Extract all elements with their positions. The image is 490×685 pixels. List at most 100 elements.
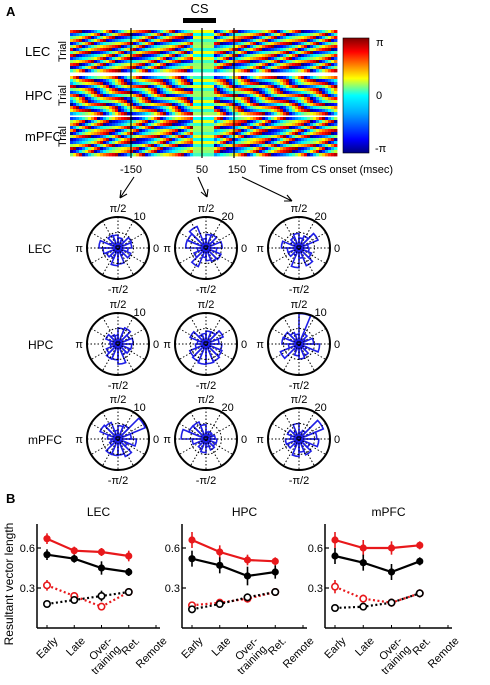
heatmap-cell bbox=[292, 79, 296, 83]
heatmap-cell bbox=[166, 120, 170, 124]
heatmap-cell bbox=[295, 144, 299, 148]
heatmap-cell bbox=[166, 45, 170, 49]
heatmap-cell bbox=[208, 138, 212, 142]
heatmap-cell bbox=[214, 91, 218, 95]
polar-petal bbox=[298, 247, 314, 267]
heatmap-cell bbox=[193, 135, 197, 139]
polar-petal bbox=[205, 430, 213, 440]
heatmap-cell bbox=[286, 79, 290, 83]
heatmap-cell bbox=[70, 150, 74, 154]
heatmap-cell bbox=[307, 97, 311, 101]
heatmap-cell bbox=[247, 100, 251, 104]
heatmap-cell bbox=[253, 126, 257, 130]
heatmap-cell bbox=[106, 135, 110, 139]
heatmap-cell bbox=[82, 82, 86, 86]
polar-label-top: π/2 bbox=[291, 299, 308, 311]
heatmap-cell bbox=[241, 39, 245, 43]
heatmap-cell bbox=[319, 48, 323, 52]
heatmap-cell bbox=[181, 97, 185, 101]
heatmap-cell bbox=[301, 54, 305, 58]
heatmap-cell bbox=[253, 36, 257, 40]
heatmap-cell bbox=[328, 97, 332, 101]
heatmap-cell bbox=[253, 82, 257, 86]
heatmap-cell bbox=[79, 147, 83, 151]
heatmap-cell bbox=[229, 117, 233, 121]
heatmap-cell bbox=[187, 63, 191, 67]
heatmap-cell bbox=[316, 109, 320, 113]
heatmap-cell bbox=[241, 66, 245, 70]
heatmap-cell bbox=[250, 30, 254, 34]
heatmap-cell bbox=[127, 109, 131, 113]
y-tick-label: 0.3 bbox=[20, 583, 35, 595]
heatmap-cell bbox=[118, 51, 122, 55]
polar-label-bottom: -π/2 bbox=[196, 284, 216, 296]
heatmap-cell bbox=[115, 36, 119, 40]
heatmap-cell bbox=[250, 48, 254, 52]
heatmap-cell bbox=[334, 129, 338, 133]
heatmap-cell bbox=[121, 103, 125, 107]
polar-label-left: π bbox=[75, 434, 83, 446]
polar-petal bbox=[289, 236, 300, 249]
heatmap-cell bbox=[238, 76, 242, 80]
heatmap-cell bbox=[238, 48, 242, 52]
heatmap-cell bbox=[277, 117, 281, 121]
heatmap-cell bbox=[73, 144, 77, 148]
heatmap-cell bbox=[220, 30, 224, 34]
heatmap-cell bbox=[103, 94, 107, 98]
heatmap-cell bbox=[121, 48, 125, 52]
heatmap-cell bbox=[160, 66, 164, 70]
heatmap-cell bbox=[301, 135, 305, 139]
heatmap-cell bbox=[109, 82, 113, 86]
heatmap-cell bbox=[271, 117, 275, 121]
heatmap-cell bbox=[109, 51, 113, 55]
heatmap-cell bbox=[193, 94, 197, 98]
heatmap-cell bbox=[166, 123, 170, 127]
heatmap-cell bbox=[91, 66, 95, 70]
heatmap-cell bbox=[313, 135, 317, 139]
polar-center-dot bbox=[294, 434, 304, 444]
heatmap-cell bbox=[223, 79, 227, 83]
polar-outer-ring bbox=[267, 216, 331, 280]
heatmap-cell bbox=[274, 91, 278, 95]
heatmap-cell bbox=[238, 57, 242, 61]
heatmap-cell bbox=[220, 69, 224, 73]
heatmap-cell bbox=[70, 103, 74, 107]
heatmap-cell bbox=[148, 120, 152, 124]
polar-petal bbox=[199, 438, 207, 454]
heatmap-cell bbox=[292, 33, 296, 37]
heatmap-cell bbox=[127, 106, 131, 110]
heatmap-cell bbox=[301, 79, 305, 83]
heatmap-cell bbox=[292, 76, 296, 80]
heatmap-cell bbox=[223, 129, 227, 133]
heatmap-cell bbox=[178, 112, 182, 116]
heatmap-cell bbox=[142, 57, 146, 61]
heatmap-cell bbox=[112, 126, 116, 130]
heatmap-cell bbox=[91, 45, 95, 49]
heatmap-cell bbox=[166, 144, 170, 148]
heatmap-cell bbox=[85, 135, 89, 139]
heatmap-cell bbox=[220, 45, 224, 49]
heatmap-cell bbox=[91, 141, 95, 145]
heatmap-cell bbox=[211, 141, 215, 145]
heatmap-cell bbox=[286, 153, 290, 157]
heatmap-cell bbox=[103, 42, 107, 46]
heatmap-cell bbox=[193, 103, 197, 107]
heatmap-cell bbox=[145, 39, 149, 43]
heatmap-cell bbox=[256, 112, 260, 116]
heatmap-cell bbox=[196, 57, 200, 61]
heatmap-cell bbox=[94, 106, 98, 110]
heatmap-cell bbox=[148, 94, 152, 98]
heatmap-cell bbox=[181, 60, 185, 64]
heatmap-cell bbox=[208, 42, 212, 46]
heatmap-cell bbox=[322, 123, 326, 127]
heatmap-cell bbox=[145, 88, 149, 92]
heatmap-cell bbox=[175, 82, 179, 86]
heatmap-cell bbox=[133, 85, 137, 89]
heatmap-cell bbox=[169, 153, 173, 157]
heatmap-cell bbox=[103, 153, 107, 157]
heatmap-cell bbox=[301, 129, 305, 133]
heatmap-cell bbox=[217, 147, 221, 151]
heatmap-cell bbox=[238, 109, 242, 113]
heatmap-cell bbox=[73, 103, 77, 107]
heatmap-cell bbox=[85, 85, 89, 89]
